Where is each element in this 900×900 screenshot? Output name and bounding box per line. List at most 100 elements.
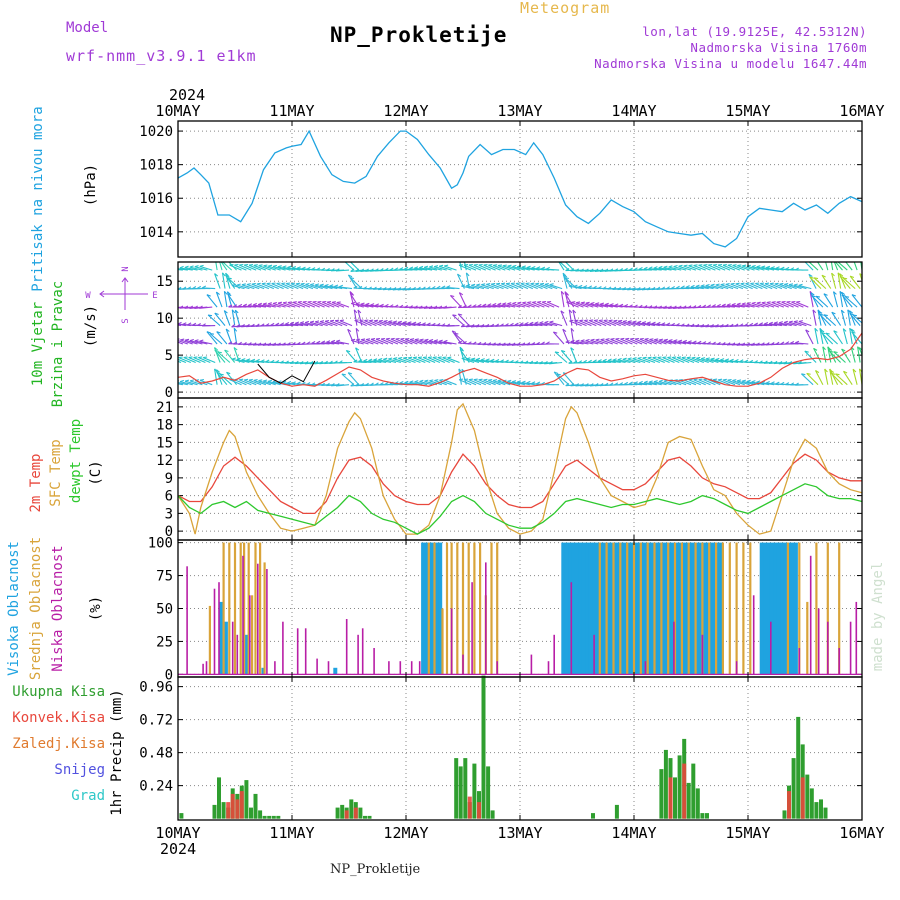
- wind-arrow: [516, 381, 530, 386]
- wind-arrow-head: [833, 351, 838, 354]
- wind-arrow-head: [443, 339, 448, 343]
- wind-arrow-head: [389, 304, 394, 308]
- wind-arrow-head: [165, 305, 168, 307]
- wind-arrow: [231, 358, 245, 364]
- wind-arrow: [319, 321, 333, 327]
- wind-arrow-head: [813, 277, 819, 280]
- wind-arrow-head: [521, 342, 526, 346]
- wind-arrow-head: [845, 295, 850, 298]
- wind-arrow: [483, 379, 496, 386]
- wind-arrow: [721, 305, 736, 308]
- wind-arrow: [251, 283, 265, 290]
- wind-arrow: [385, 338, 399, 345]
- wind-arrow-head: [360, 268, 365, 272]
- wind-arrow: [703, 264, 716, 271]
- wind-arrow: [383, 320, 397, 327]
- visoka-oblacnost-bar: [571, 542, 576, 675]
- wind-arrow: [774, 283, 787, 290]
- 2m-temp-line: [177, 453, 862, 515]
- wind-arrow-head: [768, 360, 773, 364]
- wind-arrow-head: [599, 268, 604, 272]
- visoka-oblacnost-bar: [684, 542, 689, 675]
- wind-arrow-head: [399, 304, 404, 308]
- wind-arrow-head: [540, 282, 545, 285]
- wind-arrow-head: [487, 303, 492, 306]
- wind-arrow-head: [459, 348, 465, 352]
- wind-arrow-head: [624, 267, 628, 271]
- wind-arrow-head: [359, 319, 364, 322]
- wind-arrow-head: [183, 356, 188, 359]
- wind-arrow-head: [818, 310, 823, 314]
- wind-arrow-head: [365, 302, 370, 306]
- wind-arrow-head: [501, 282, 506, 285]
- visoka-oblacnost-bar: [592, 542, 597, 675]
- srednja-oblacnost-bar: [708, 542, 711, 675]
- date-label-top: 13MAY: [497, 102, 542, 120]
- wind-arrow-head: [620, 337, 625, 340]
- wind-arrow-head: [346, 349, 351, 353]
- wind-arrow-head: [409, 266, 414, 270]
- wind-arrow-head: [206, 294, 211, 297]
- wind-arrow-head: [609, 303, 614, 306]
- wind-arrow-head: [648, 266, 653, 270]
- wind-arrow: [652, 357, 665, 364]
- wind-arrow-head: [219, 373, 224, 376]
- wind-arrow-head: [246, 283, 251, 286]
- wind-arrow: [647, 357, 660, 364]
- wind-arrow-head: [272, 264, 278, 267]
- wind-arrow: [404, 268, 418, 271]
- wind-arrow: [229, 379, 242, 386]
- srednja-oblacnost-bar: [228, 542, 231, 675]
- niska-oblacnost-bar: [735, 661, 738, 675]
- wind-arrow-head: [419, 379, 424, 383]
- wind-arrow: [643, 268, 657, 271]
- srednja-oblacnost-bar: [735, 542, 738, 675]
- wind-arrow-head: [599, 382, 604, 387]
- wind-arrow: [649, 338, 662, 345]
- srednja-oblacnost-bar: [680, 542, 683, 675]
- wind-arrow: [695, 285, 709, 290]
- wind-arrow-head: [580, 339, 585, 342]
- wind-arrow-head: [216, 331, 221, 334]
- wind-arrow: [819, 328, 824, 345]
- niska-oblacnost-bar: [471, 582, 473, 675]
- wind-arrow-head: [282, 301, 288, 304]
- wind-arrow-head: [296, 381, 301, 385]
- wind-arrow: [842, 277, 856, 290]
- y-tick-label: 0: [165, 385, 173, 401]
- wind-arrow-head: [749, 359, 754, 363]
- wind-arrow-head: [270, 322, 275, 326]
- date-label-bottom: 14MAY: [611, 824, 656, 842]
- wind-arrow-head: [327, 301, 332, 303]
- wind-arrow: [488, 264, 501, 271]
- wind-arrow-head: [731, 302, 736, 306]
- srednja-oblacnost-bar: [701, 542, 704, 675]
- wind-arrow: [668, 340, 682, 345]
- wind-arrow-head: [702, 304, 707, 308]
- wind-arrow-head: [467, 341, 472, 345]
- wind-arrow: [638, 382, 652, 386]
- wind-arrow-head: [608, 319, 613, 322]
- wind-arrow: [761, 266, 775, 271]
- wind-arrow: [821, 332, 834, 345]
- wind-arrow-head: [248, 378, 253, 381]
- niska-oblacnost-bar: [418, 661, 421, 675]
- wind-arrow: [214, 368, 218, 385]
- wind-arrow-head: [178, 338, 180, 340]
- wind-arrow-head: [416, 286, 421, 290]
- wind-arrow-head: [653, 305, 658, 309]
- wind-arrow-head: [721, 303, 726, 307]
- wind-arrow: [829, 368, 834, 385]
- wind-arrow: [722, 379, 736, 386]
- wind-arrow-head: [613, 319, 618, 322]
- wind-arrow: [549, 361, 563, 365]
- wind-arrow: [634, 382, 648, 386]
- wind-arrow-head: [678, 378, 683, 381]
- wind-arrow-head: [184, 338, 190, 341]
- wind-arrow: [851, 294, 862, 308]
- wind-arrow-head: [573, 360, 578, 364]
- temp-2m-axis-title: 2m Temp: [28, 453, 44, 512]
- wind-arrow-head: [296, 266, 301, 269]
- wind-arrow: [725, 283, 739, 290]
- niska-oblacnost-bar: [316, 658, 318, 675]
